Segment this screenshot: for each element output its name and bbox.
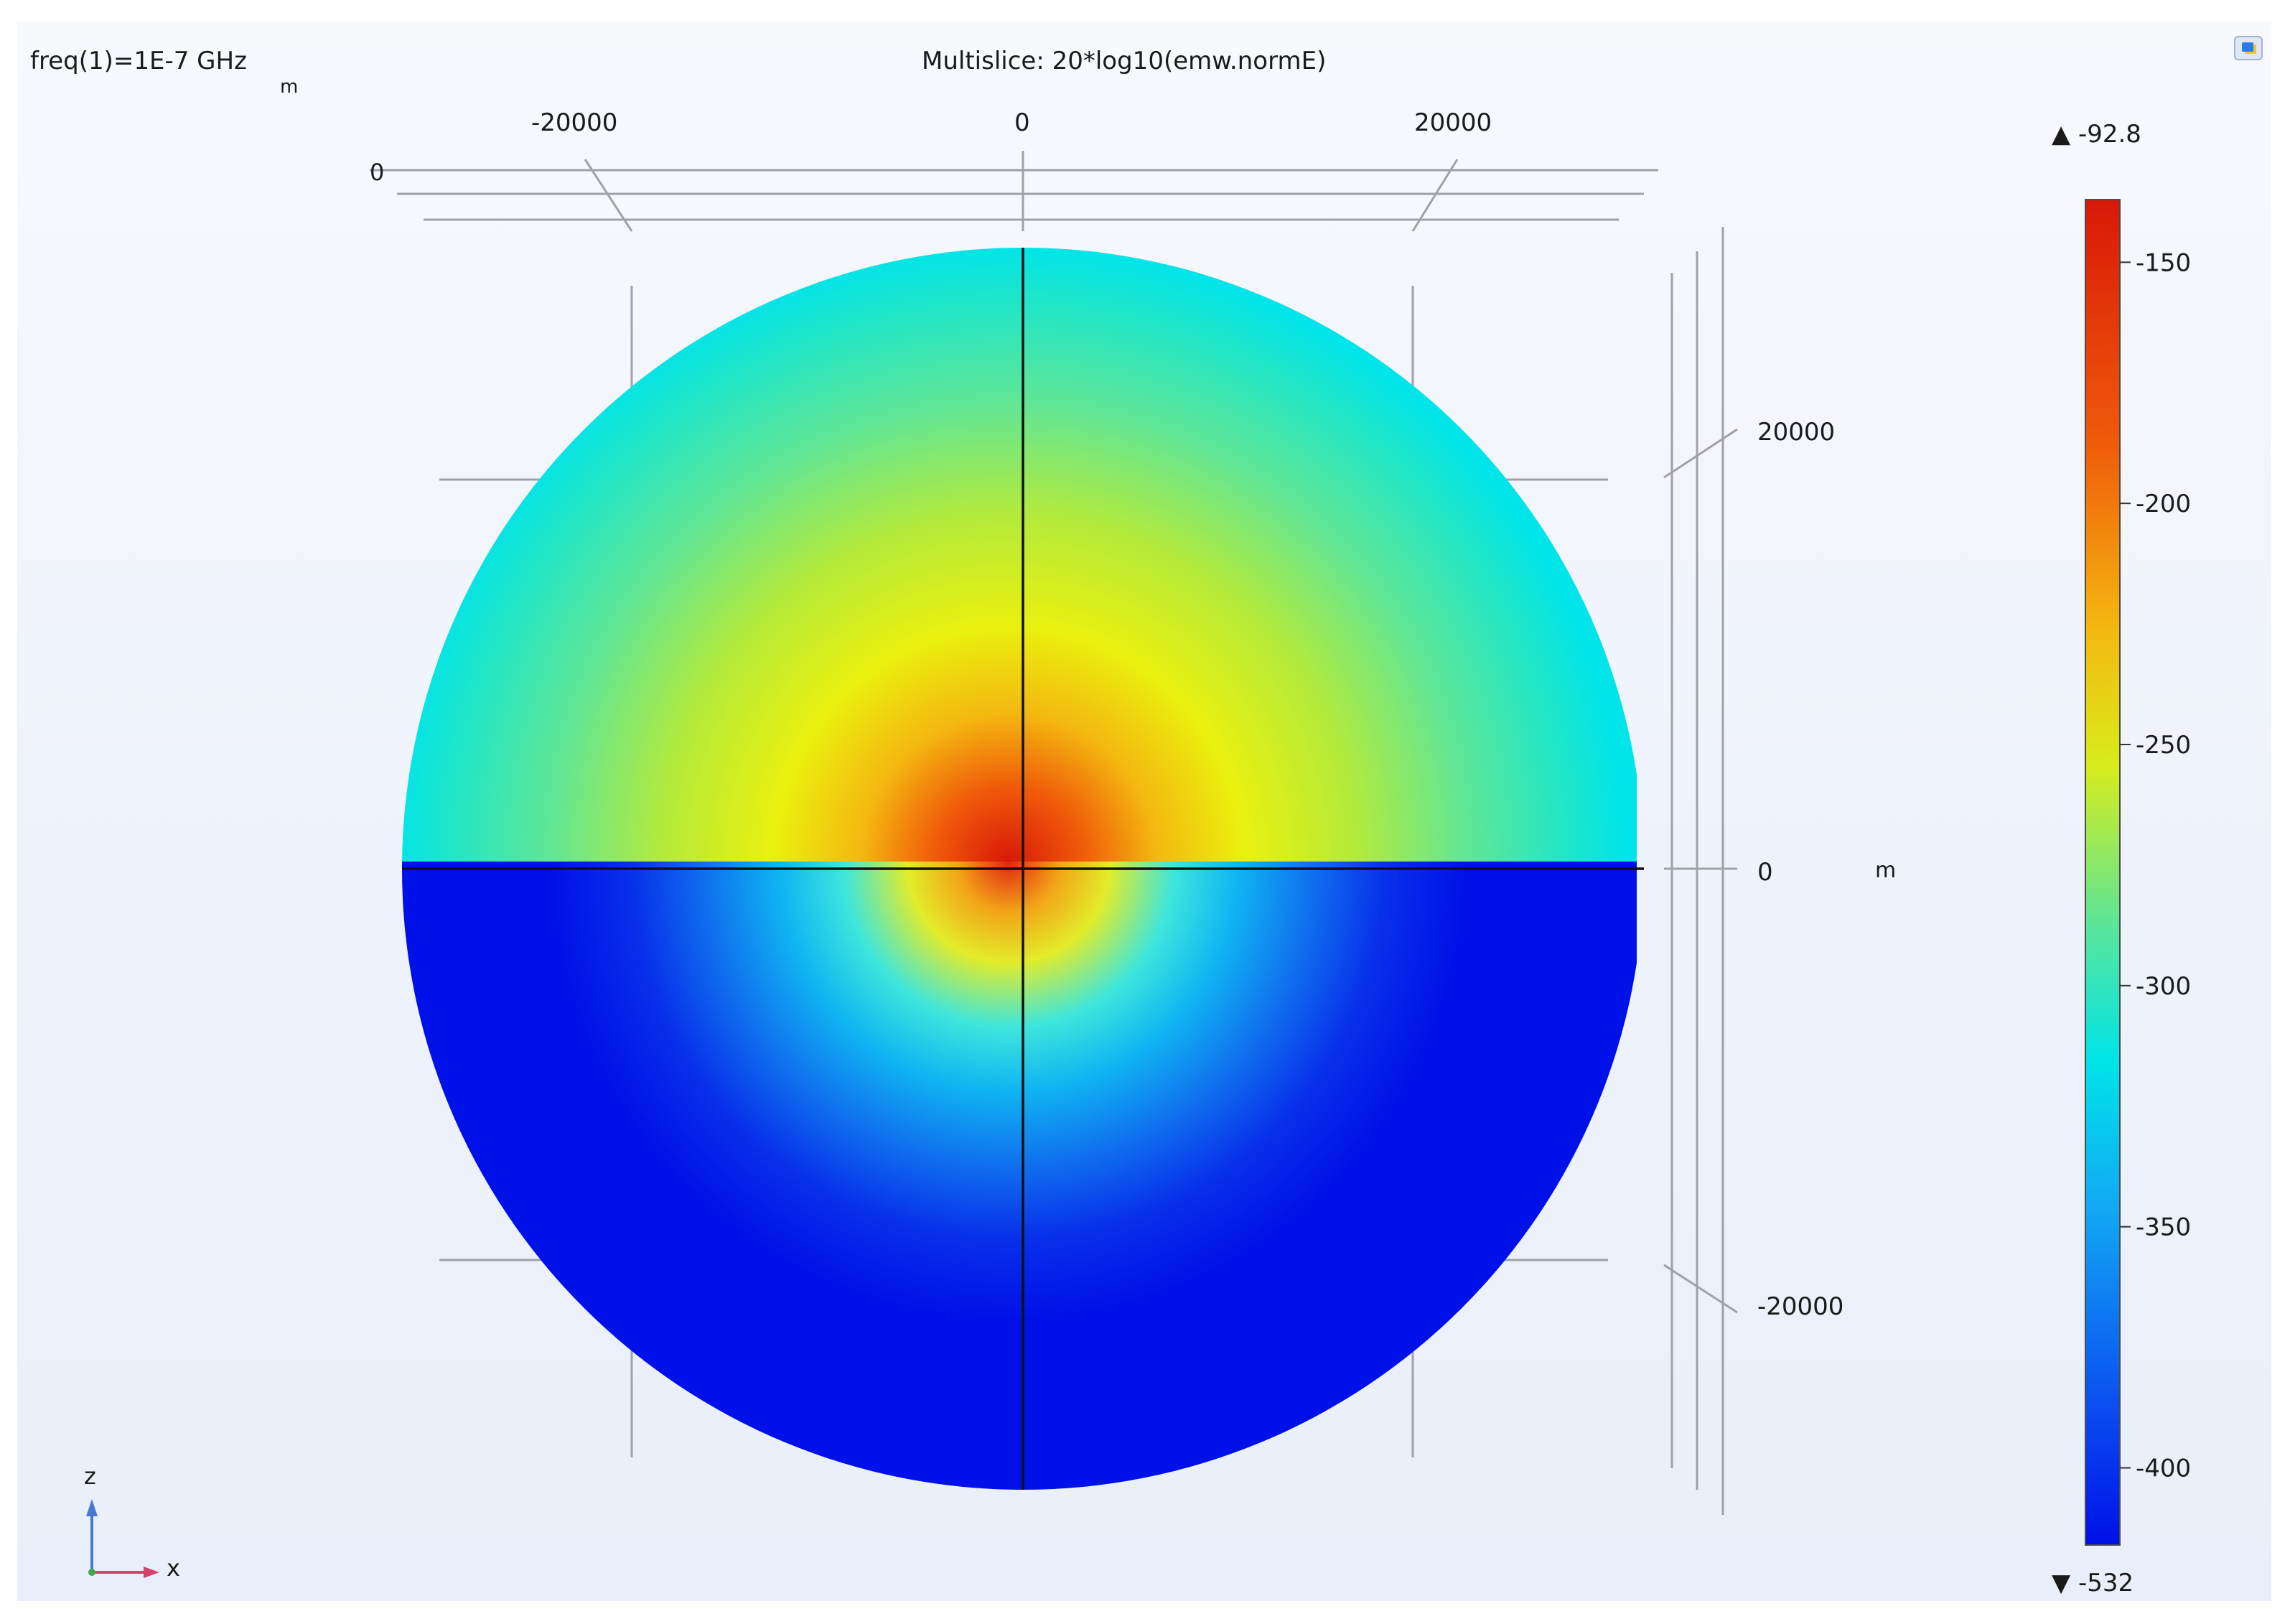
triad-z-label: z [84,1462,96,1490]
multislice-sphere[interactable] [402,248,1644,1490]
colorbar-tick-label: -300 [2136,972,2191,1001]
top-tick-label-left: -20000 [531,108,618,137]
plot-title: Multislice: 20*log10(emw.normE) [922,47,1327,75]
right-tick-label-bottom: -20000 [1757,1292,1844,1321]
right-tick-label-middle: 0 [1757,858,1773,887]
right-axis-unit: m [1875,858,1897,883]
top-depth-label: 0 [370,159,385,186]
right-tick-label-top: 20000 [1757,418,1836,447]
parameter-label: freq(1)=1E-7 GHz [30,47,247,75]
colorbar-min-marker: ▼ -532 [2052,1569,2134,1597]
colorbar-tick-label: -400 [2136,1455,2191,1483]
colorbar-tick-label: -250 [2136,731,2191,760]
top-tick-label-right: 20000 [1414,108,1492,137]
colorbar-max-marker: ▲ -92.8 [2052,120,2141,149]
top-tick-label-center: 0 [1014,108,1030,137]
orientation-triad [86,1499,159,1578]
parameter-unit: m [280,76,299,98]
colorbar-tick-label: -150 [2136,248,2191,277]
reset-view-icon[interactable] [2234,36,2263,60]
colorbar-tick-label: -200 [2136,490,2191,518]
colorbar-ticks: -150 -200 -250 -300 -350 -400 [2120,248,2191,1483]
colorbar: -150 -200 -250 -300 -350 -400 [2085,199,2191,1546]
triad-x-label: x [167,1554,180,1582]
colorbar-tick-label: -350 [2136,1213,2191,1242]
